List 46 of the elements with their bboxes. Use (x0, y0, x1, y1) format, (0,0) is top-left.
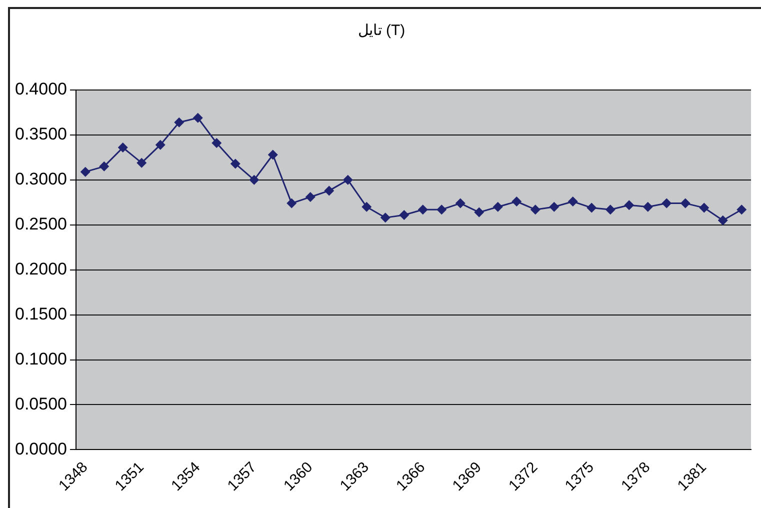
point (399, 210, 410, 220)
point (80, 166, 90, 177)
point (568, 196, 578, 206)
point (736, 204, 747, 215)
y-tick-label: 0.2500 (14, 214, 67, 234)
point (174, 117, 184, 128)
point (662, 198, 672, 208)
point (380, 212, 390, 223)
y-tick-label: 0.0000 (14, 439, 67, 458)
point (642, 202, 653, 212)
point (155, 140, 166, 150)
point (530, 204, 540, 215)
point (118, 142, 128, 153)
point (286, 198, 297, 208)
point (512, 196, 522, 206)
point (324, 186, 334, 196)
y-tick-label: 0.1000 (14, 349, 67, 368)
point (362, 202, 372, 212)
y-tick-label: 0.0500 (14, 394, 67, 414)
point (474, 207, 484, 218)
point (305, 192, 316, 202)
point (342, 174, 353, 185)
y-tick-label: 0.3000 (14, 170, 67, 189)
point (605, 204, 616, 215)
point (718, 215, 728, 226)
point (680, 198, 690, 208)
y-tick-label: 0.1500 (14, 304, 67, 324)
point (268, 150, 278, 160)
point (212, 138, 222, 148)
point (230, 158, 240, 169)
point (136, 158, 147, 168)
point (492, 202, 503, 212)
y-tick-label: 0.2000 (14, 260, 67, 279)
point (418, 204, 428, 215)
point (549, 202, 560, 212)
point (192, 112, 203, 123)
point (586, 202, 597, 213)
chart-title: تایل (T) (358, 22, 406, 40)
point (455, 198, 466, 208)
y-tick-label: 0.3500 (14, 124, 67, 144)
point (436, 204, 447, 215)
point (699, 202, 710, 213)
point (249, 174, 260, 185)
y-tick-label: 0.4000 (14, 80, 67, 99)
point (624, 200, 634, 210)
point (99, 161, 110, 172)
